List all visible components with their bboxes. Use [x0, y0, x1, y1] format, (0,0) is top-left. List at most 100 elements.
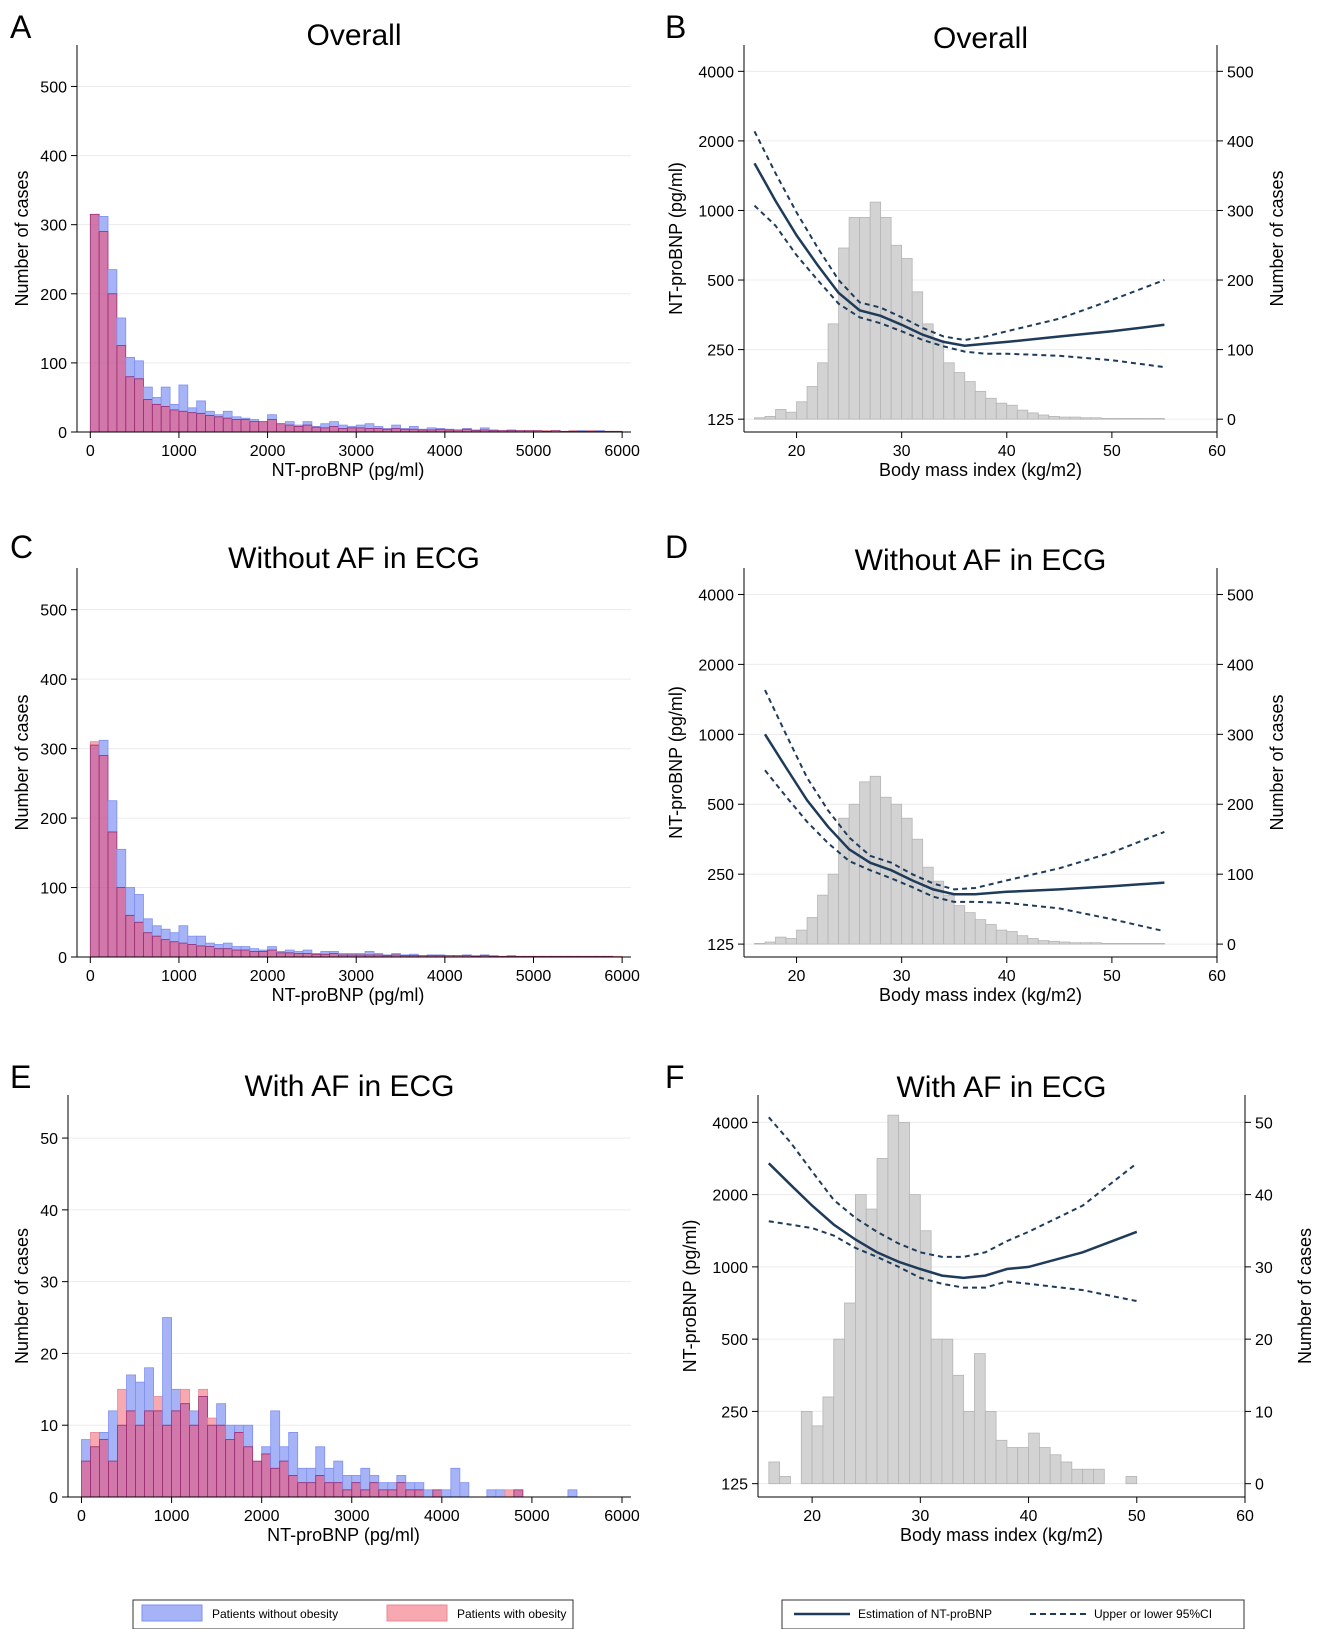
- bar-nonobese: [196, 935, 206, 947]
- x-tick-label: 3000: [334, 1508, 370, 1525]
- bar-overlap: [126, 1410, 136, 1498]
- hist-bar: [796, 929, 808, 945]
- y-axis-label: Number of cases: [12, 694, 32, 830]
- y2-tick-label: 400: [1227, 657, 1254, 674]
- hist-bar: [1153, 418, 1165, 420]
- x-tick-label: 0: [86, 443, 95, 460]
- hist-bar: [1071, 1468, 1084, 1485]
- panel-letter: D: [665, 529, 688, 565]
- estimate-line: [763, 733, 1165, 896]
- bar-nonobese: [171, 1388, 181, 1412]
- bar-overlap: [293, 953, 304, 958]
- y2-tick-label: 500: [1227, 64, 1254, 81]
- x-axis-label: Body mass index (kg/m2): [879, 460, 1082, 480]
- y-tick-label: 4000: [698, 64, 734, 81]
- bar-nonobese: [423, 1489, 434, 1498]
- y-tick-label: 100: [40, 356, 67, 373]
- y-tick-label: 125: [707, 937, 734, 954]
- bar-nonobese: [284, 421, 295, 426]
- bar-nonobese: [351, 1475, 362, 1484]
- bar-overlap: [355, 427, 366, 433]
- bar-nonobese: [267, 414, 277, 420]
- hist-bar: [827, 323, 839, 420]
- bar-nonobese: [324, 1467, 335, 1484]
- hist-bar: [953, 372, 966, 420]
- bar-nonobese: [162, 1317, 172, 1426]
- bar-overlap: [249, 951, 260, 958]
- bar-overlap: [288, 1475, 299, 1498]
- bar-obese: [117, 1388, 127, 1426]
- panel-b: 125 250 500 1000 2000 4000 0 100 200 300 400 500 20 3…: [665, 9, 1287, 480]
- bar-nonobese: [231, 416, 242, 420]
- x-tick-label: 50: [1128, 1508, 1146, 1525]
- x-tick-label: 30: [893, 443, 911, 460]
- x-tick-label: 5000: [516, 443, 552, 460]
- x-axis-label: NT-proBNP (pg/ml): [272, 460, 425, 480]
- y2-tick-label: 500: [1227, 587, 1254, 604]
- y-tick-label: 100: [40, 881, 67, 898]
- hist-bar: [785, 411, 797, 420]
- y-axis-label: Number of cases: [12, 170, 32, 306]
- y-tick-label: 500: [40, 79, 67, 96]
- panel-f: 125 250 500 1000 2000 4000 0 10 20 30 40 50 20 30 40 50…: [665, 1059, 1315, 1545]
- bar-nonobese: [134, 894, 144, 923]
- bar-overlap: [369, 1482, 380, 1498]
- hist-bar: [1048, 415, 1060, 420]
- bar-nonobese: [306, 1467, 317, 1484]
- bar-overlap: [279, 1460, 290, 1498]
- bar-nonobese: [178, 384, 189, 412]
- bar-nonobese: [567, 1489, 578, 1498]
- ci-line: [753, 130, 1165, 342]
- bar-overlap: [231, 419, 242, 433]
- y2-tick-label: 30: [1255, 1260, 1273, 1277]
- panel-letter: A: [10, 9, 32, 45]
- bar-overlap: [396, 1482, 407, 1498]
- hist-bar: [898, 1121, 910, 1485]
- legend-right: Estimation of NT-proBNP Upper or lower 9…: [781, 1599, 1245, 1629]
- bar-overlap: [342, 1489, 353, 1498]
- y2-axis-label: Number of cases: [1267, 170, 1287, 306]
- y-tick-label: 300: [40, 218, 67, 235]
- bar-overlap: [351, 1482, 362, 1498]
- estimate-line: [767, 1162, 1138, 1280]
- y-tick-label: 1000: [698, 203, 734, 220]
- hist-bar: [817, 362, 829, 420]
- legend-left: Patients without obesity Patients with o…: [132, 1599, 574, 1629]
- hist-bar: [1060, 1461, 1073, 1485]
- bar-nonobese: [234, 1424, 245, 1433]
- bar-overlap: [258, 951, 268, 958]
- bar-overlap: [196, 412, 206, 433]
- bar-overlap: [513, 1489, 524, 1498]
- hist-bar: [930, 1338, 943, 1485]
- panel-title: Without AF in ECG: [228, 542, 480, 575]
- x-tick-label: 40: [998, 443, 1016, 460]
- hist-bar: [869, 201, 882, 420]
- hist-bar: [1100, 418, 1113, 420]
- bar-overlap: [99, 1439, 109, 1498]
- panel-title: Overall: [933, 22, 1028, 55]
- bar-overlap: [98, 755, 109, 958]
- hist-bar: [796, 401, 808, 420]
- legend-swatch-nonobese: [141, 1604, 203, 1622]
- hist-bar: [964, 381, 976, 420]
- hist-bar: [1090, 942, 1102, 945]
- y-tick-label: 30: [40, 1275, 58, 1292]
- bar-overlap: [231, 949, 242, 958]
- bar-nonobese: [284, 949, 295, 954]
- hist-bar: [1006, 404, 1018, 420]
- hist-bar: [1069, 942, 1081, 945]
- hist-bar: [1016, 935, 1029, 945]
- bar-nonobese: [222, 410, 233, 419]
- bar-nonobese: [143, 918, 153, 934]
- hist-bar: [984, 1411, 997, 1485]
- bar-nonobese: [196, 400, 206, 414]
- bar-overlap: [162, 1424, 172, 1498]
- bar-overlap: [391, 428, 401, 433]
- bar-overlap: [134, 921, 144, 958]
- bar-nonobese: [98, 739, 109, 756]
- bar-nonobese: [297, 1467, 308, 1484]
- hist-bar: [953, 905, 966, 945]
- bar-nonobese: [408, 426, 419, 430]
- bar-overlap: [276, 423, 286, 433]
- bar-overlap: [171, 1410, 181, 1498]
